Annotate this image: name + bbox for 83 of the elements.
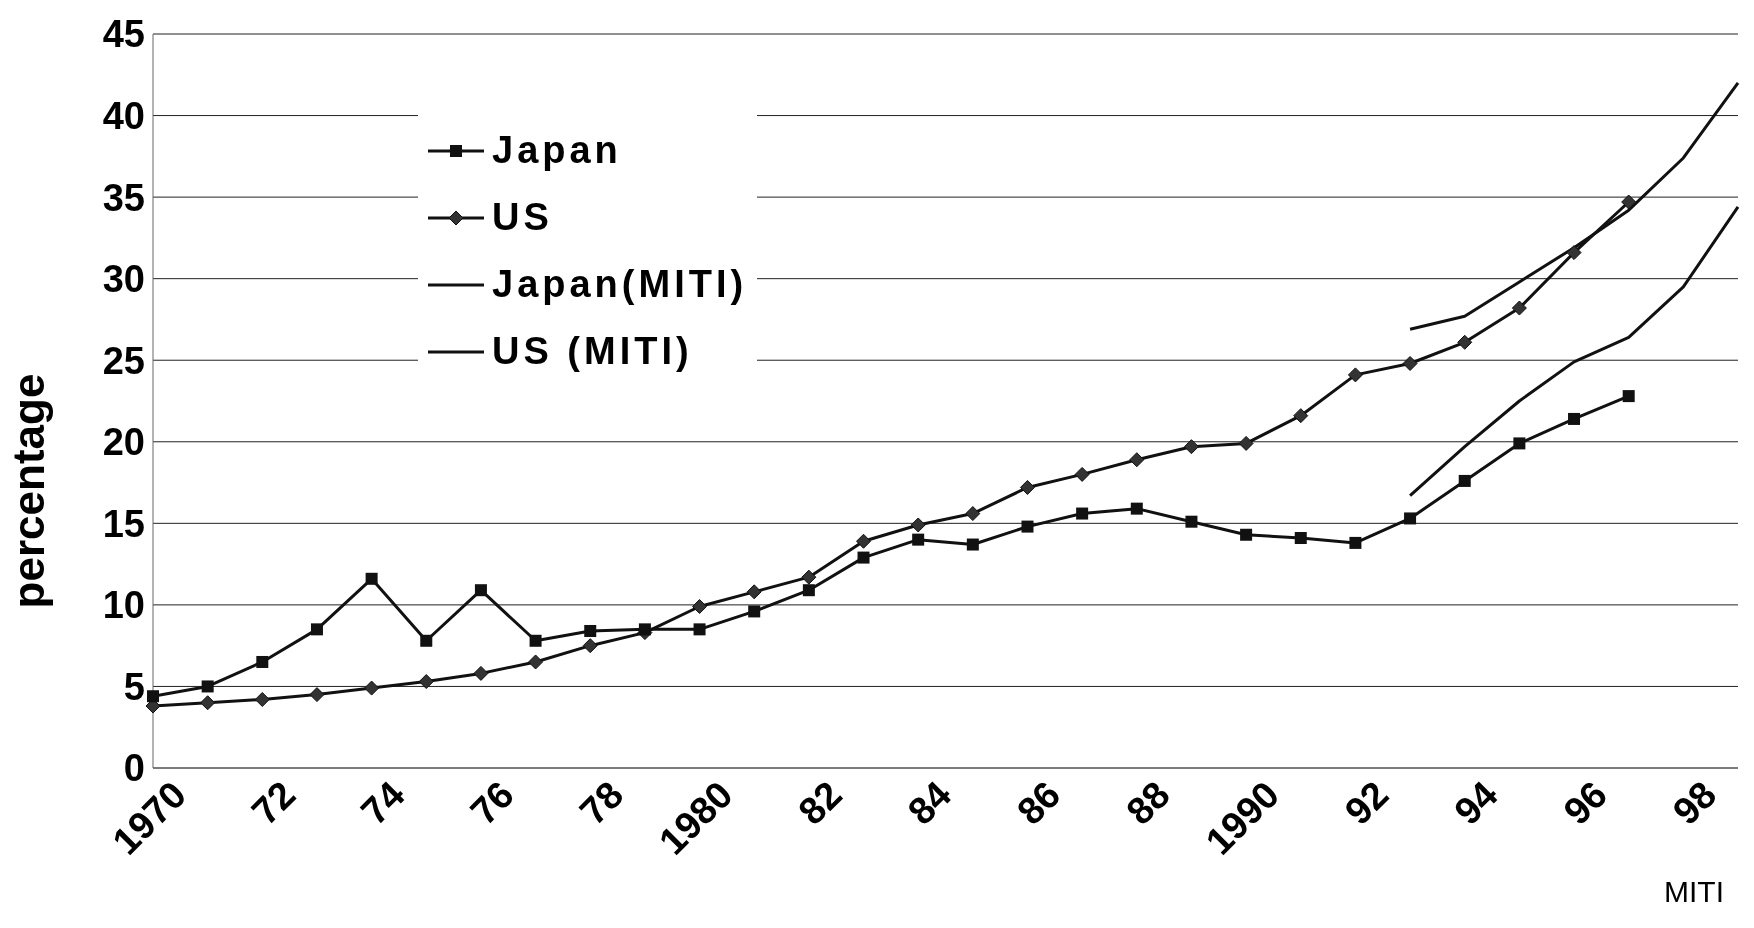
x-tick-label: 82 <box>790 773 850 833</box>
point <box>802 584 815 597</box>
point <box>418 674 434 690</box>
point <box>1568 412 1581 425</box>
point <box>254 691 270 707</box>
point <box>529 634 542 647</box>
point <box>1294 532 1307 545</box>
point <box>582 638 598 654</box>
x-tick-label: 94 <box>1446 773 1506 833</box>
text: MITI <box>1664 875 1724 909</box>
point <box>1458 474 1471 487</box>
point <box>1074 466 1090 482</box>
point <box>1130 502 1143 515</box>
point <box>857 551 870 564</box>
x-tick-label: 74 <box>353 773 413 833</box>
point <box>856 533 872 549</box>
point <box>638 623 651 636</box>
point <box>420 634 433 647</box>
point <box>1021 520 1034 533</box>
y-tick-label: 30 <box>102 258 145 301</box>
y-tick-label: 25 <box>102 339 145 382</box>
y-tick-label: 20 <box>102 421 145 464</box>
line-series <box>1408 205 1740 498</box>
y-tick-label: 10 <box>102 584 145 627</box>
point <box>200 695 216 711</box>
y-tick-label: 15 <box>102 502 145 545</box>
point <box>1183 439 1199 455</box>
x-tick-label: 88 <box>1118 773 1178 833</box>
y-tick-label: 35 <box>102 176 145 219</box>
y-tick-label: 5 <box>123 665 145 708</box>
x-tick-label: 98 <box>1664 773 1725 833</box>
point <box>1457 334 1473 350</box>
y-tick-label: 0 <box>123 747 145 790</box>
x-tick-label: 84 <box>899 773 960 833</box>
point <box>474 584 487 597</box>
point <box>1240 528 1253 541</box>
point <box>365 572 378 585</box>
x-tick-label: 96 <box>1555 773 1616 833</box>
y-tick-label: 40 <box>102 95 145 138</box>
point <box>528 654 544 670</box>
point <box>965 506 981 522</box>
point <box>693 623 706 636</box>
point <box>910 517 926 533</box>
x-tick-label: 86 <box>1008 773 1069 833</box>
point <box>1511 300 1527 316</box>
point <box>1622 390 1635 403</box>
point <box>1347 367 1363 383</box>
point <box>1293 408 1309 424</box>
x-tick-label: 78 <box>571 773 632 833</box>
x-tick-label: 76 <box>462 773 522 833</box>
point <box>912 533 925 546</box>
point <box>473 665 489 681</box>
point <box>310 623 323 636</box>
point <box>1238 435 1254 451</box>
point <box>1185 515 1198 528</box>
point <box>966 538 979 551</box>
y-axis-title: percentage <box>3 373 53 609</box>
x-tick-label: 92 <box>1336 773 1397 833</box>
x-tick-label: 72 <box>243 773 304 833</box>
legend-label: Japan <box>492 129 622 172</box>
point <box>1019 479 1035 495</box>
point <box>1404 512 1417 525</box>
point <box>309 687 325 703</box>
point <box>746 584 762 600</box>
point <box>1402 355 1418 371</box>
point <box>1349 536 1362 549</box>
point <box>147 690 159 703</box>
point <box>692 599 708 615</box>
legend-label: US (MITI) <box>492 330 693 373</box>
point <box>748 605 761 618</box>
point <box>201 680 214 693</box>
point <box>1513 437 1526 450</box>
point <box>364 680 380 696</box>
point <box>1566 245 1582 261</box>
legend-label: Japan(MITI) <box>492 263 748 306</box>
point <box>801 569 817 585</box>
point <box>1621 194 1637 210</box>
point <box>1076 507 1089 520</box>
legend-label: US <box>492 196 553 239</box>
point <box>584 624 597 637</box>
point <box>256 655 269 668</box>
point <box>1129 452 1145 468</box>
y-tick-label: 45 <box>102 13 145 56</box>
